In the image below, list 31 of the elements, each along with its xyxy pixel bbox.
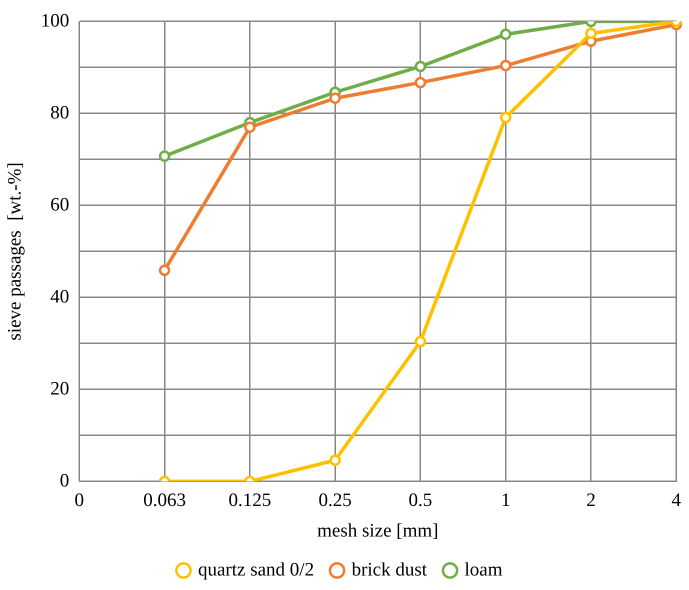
y-tick-label: 80 <box>50 102 70 124</box>
y-tick-label: 40 <box>50 286 70 308</box>
x-tick-label: 0.063 <box>143 490 186 511</box>
x-tick-label: 0 <box>74 490 84 511</box>
point <box>500 112 512 124</box>
x-tick-label: 0.125 <box>228 490 272 511</box>
x-tick-label: 4 <box>672 490 682 511</box>
point <box>414 76 426 88</box>
legend-label: loam <box>464 559 503 580</box>
point <box>414 336 426 348</box>
point <box>414 60 426 72</box>
point <box>585 28 597 40</box>
point <box>500 28 512 40</box>
y-tick-label: 20 <box>50 378 70 400</box>
legend-label: quartz sand 0/2 <box>198 559 314 580</box>
y-tick-label: 60 <box>50 194 70 216</box>
y-tick-label: 100 <box>40 10 70 32</box>
y-tick-label: 0 <box>60 470 70 492</box>
y-axis-title: sieve passages [wt.-%] <box>4 162 26 341</box>
point <box>329 92 341 104</box>
point <box>158 264 170 276</box>
x-tick-label: 0.25 <box>318 490 352 511</box>
point <box>500 60 512 72</box>
point <box>158 150 170 162</box>
x-axis-title: mesh size [mm] <box>317 520 438 542</box>
x-tick-label: 1 <box>500 490 510 511</box>
point <box>329 454 341 466</box>
x-tick-label: 2 <box>586 490 596 511</box>
point <box>244 121 256 133</box>
x-tick-label: 0.5 <box>408 490 432 511</box>
legend-label: brick dust <box>352 559 428 580</box>
